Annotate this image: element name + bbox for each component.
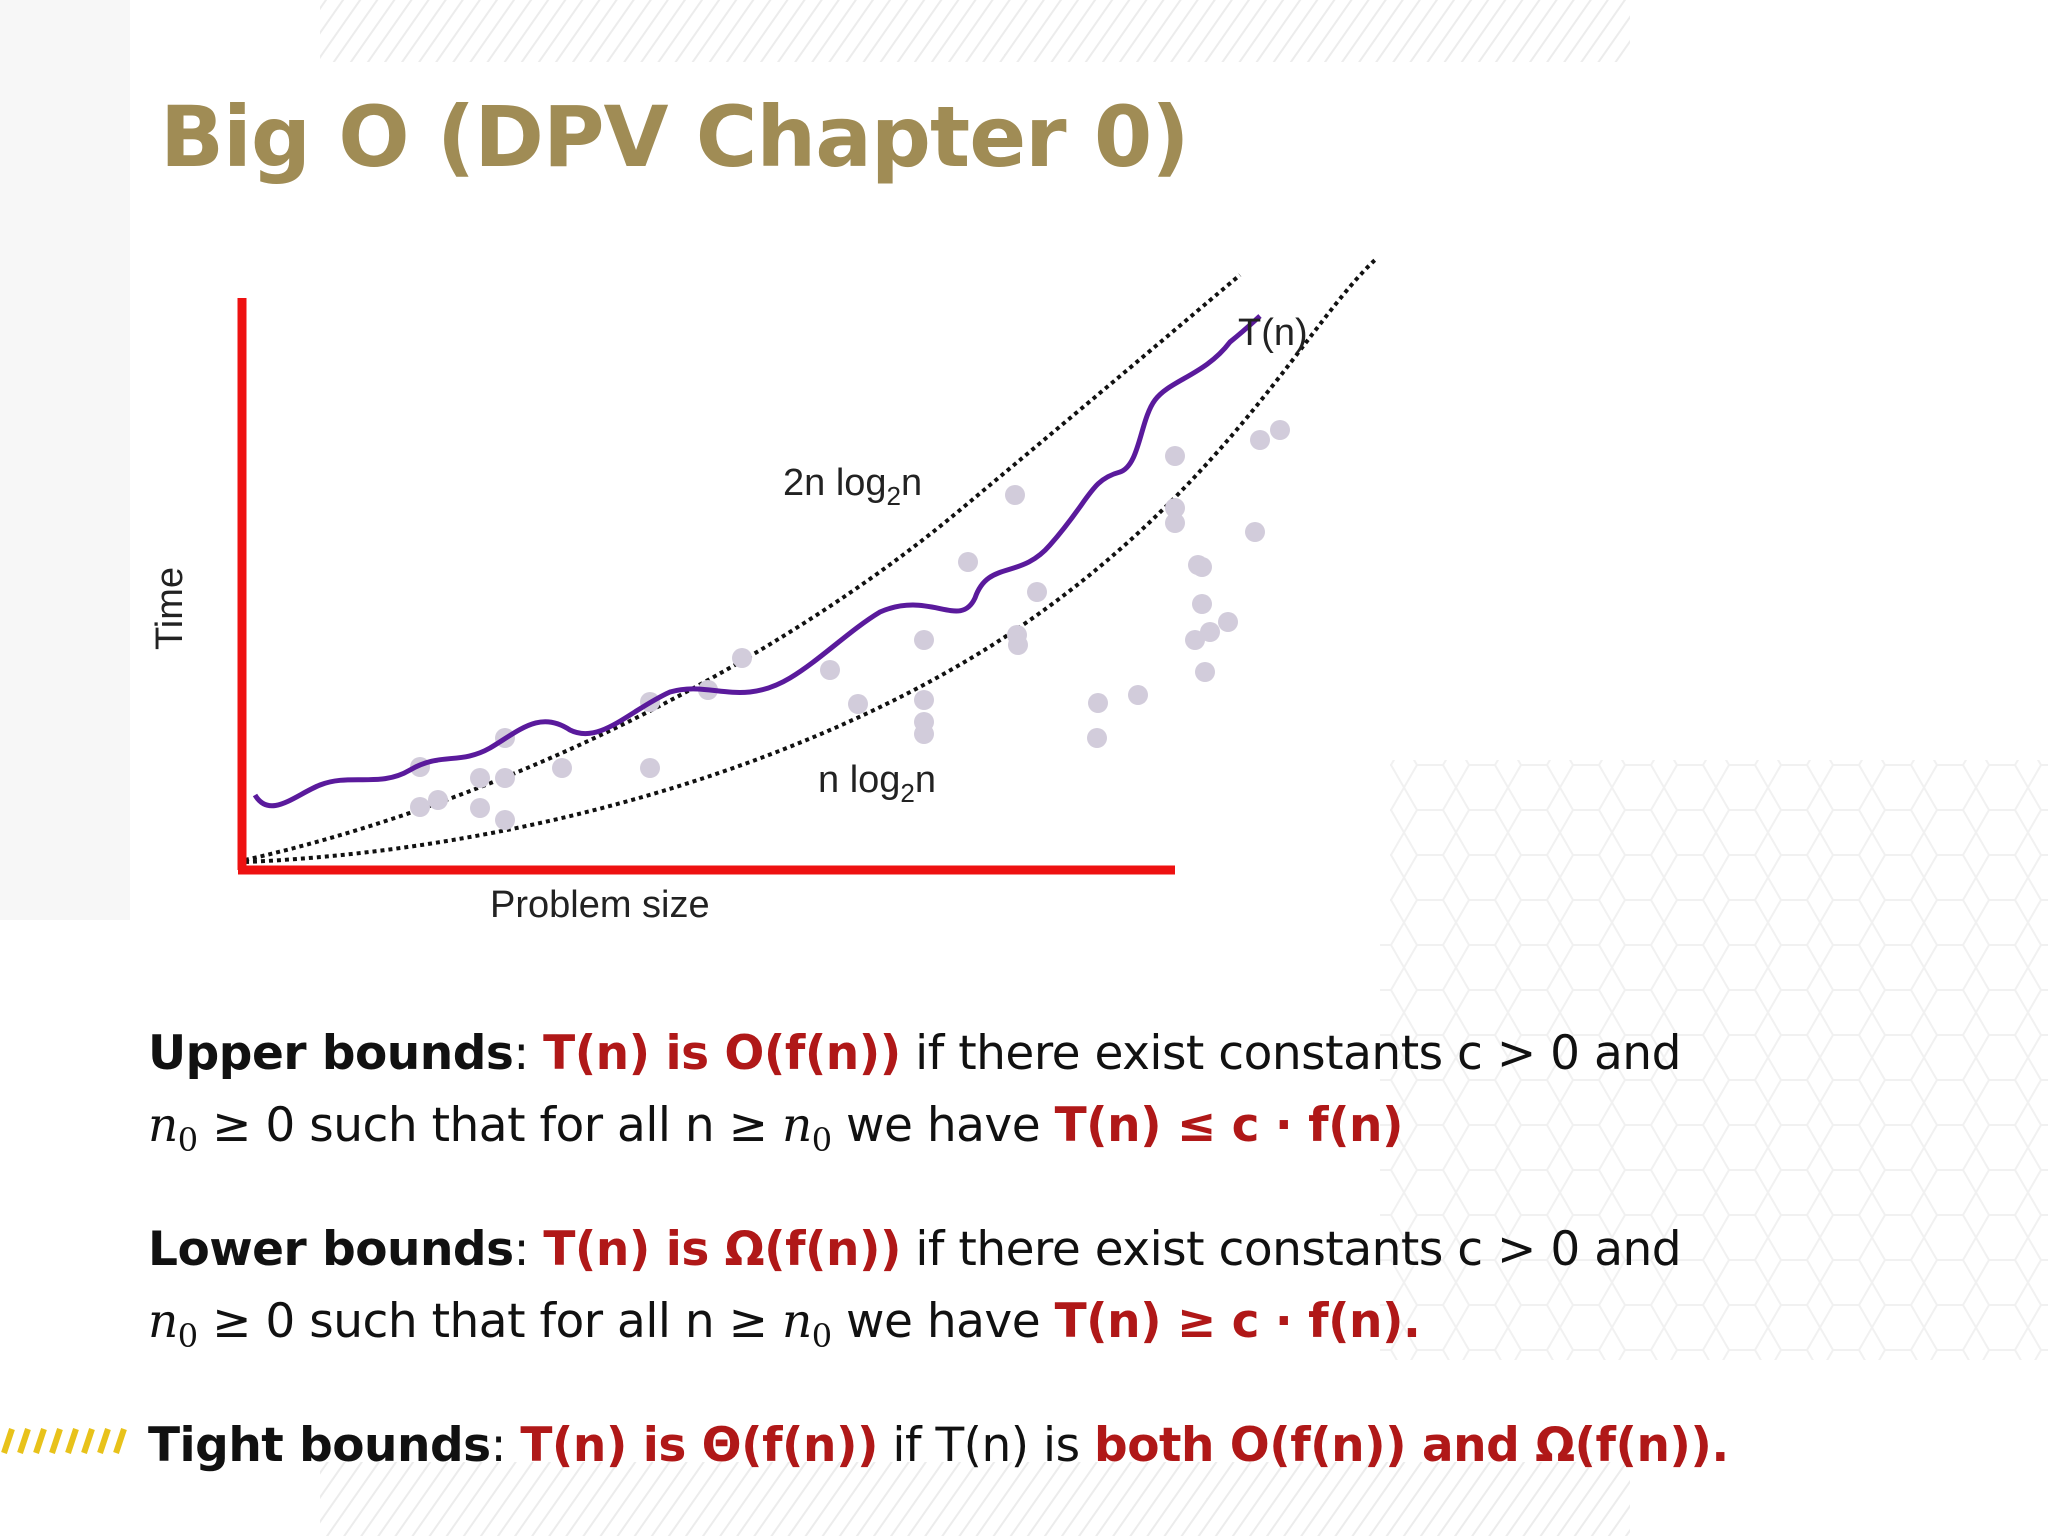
data-dot: [1195, 662, 1215, 682]
lower-curve-label: n log2n: [818, 759, 936, 808]
tight-bounds-claim: T(n) is Θ(f(n)): [520, 1418, 878, 1473]
data-dot: [1027, 582, 1047, 602]
n0-symbol: n0: [148, 1098, 198, 1159]
lower-bounds-term: Lower bounds: [148, 1222, 514, 1277]
lower-bounds-inequality: T(n) ≥ c · f(n).: [1054, 1294, 1421, 1349]
data-dot: [1185, 630, 1205, 650]
data-dot: [640, 758, 660, 778]
n0-symbol: n0: [148, 1294, 198, 1355]
upper-bounds-inequality: T(n) ≤ c · f(n): [1054, 1098, 1404, 1153]
data-dot: [1165, 513, 1185, 533]
top-stripe-band: [320, 0, 1630, 62]
data-dot: [820, 660, 840, 680]
t-n-curve: [252, 314, 1262, 809]
data-dot: [914, 630, 934, 650]
data-dot: [848, 694, 868, 714]
data-dot: [1088, 693, 1108, 713]
n0-symbol: n0: [781, 1294, 832, 1355]
data-dot: [495, 768, 515, 788]
definitions: Upper bounds: T(n) is O(f(n)) if there e…: [148, 1018, 1729, 1520]
data-dot: [1218, 612, 1238, 632]
upper-bounds-claim: T(n) is O(f(n)): [543, 1026, 901, 1081]
upper-bounds-definition: Upper bounds: T(n) is O(f(n)) if there e…: [148, 1026, 1681, 1159]
data-dot: [410, 797, 430, 817]
data-dot: [1087, 728, 1107, 748]
data-dot: [1165, 446, 1185, 466]
axis-x-label: Problem size: [490, 884, 710, 926]
data-dot: [1270, 420, 1290, 440]
lower-bound-curve: [244, 258, 1377, 864]
hexagon-pattern: [1380, 760, 2048, 1360]
bottom-stripe-band: [320, 1462, 1630, 1536]
data-dot: [1250, 430, 1270, 450]
data-dot: [1165, 498, 1185, 518]
yellow-stripe-accent: [1, 1428, 127, 1454]
data-dot: [1245, 522, 1265, 542]
data-dot: [958, 552, 978, 572]
lower-bounds-definition: Lower bounds: T(n) is Ω(f(n)) if there e…: [148, 1222, 1682, 1355]
data-dot: [1128, 685, 1148, 705]
upper-bound-curve: [244, 273, 1242, 862]
tight-bounds-term: Tight bounds: [148, 1418, 491, 1473]
axis-y-label: Time: [149, 567, 191, 650]
data-dot: [1008, 635, 1028, 655]
big-o-figure: Time Problem size 2n log2n n log2n T(n): [130, 240, 1390, 930]
data-dot: [495, 810, 515, 830]
data-dot: [914, 724, 934, 744]
upper-bounds-term: Upper bounds: [148, 1026, 514, 1081]
data-dot: [1005, 485, 1025, 505]
figure-background: [130, 240, 1390, 930]
t-n-label: T(n): [1238, 312, 1308, 354]
data-dot: [470, 768, 490, 788]
data-dot: [914, 690, 934, 710]
slide-title: Big O (DPV Chapter 0): [160, 88, 1190, 186]
data-dot: [552, 758, 572, 778]
tight-bounds-both: both O(f(n)) and Ω(f(n)).: [1094, 1418, 1729, 1473]
data-dot: [470, 798, 490, 818]
data-dot: [1200, 622, 1220, 642]
upper-curve-label: 2n log2n: [783, 462, 922, 511]
tight-bounds-definition: Tight bounds: T(n) is Θ(f(n)) if T(n) is…: [148, 1418, 1729, 1473]
data-dot: [428, 790, 448, 810]
left-panel-shade: [0, 0, 130, 920]
lower-bounds-claim: T(n) is Ω(f(n)): [543, 1222, 901, 1277]
data-dot: [1192, 557, 1212, 577]
data-dot: [1192, 594, 1212, 614]
n0-symbol: n0: [781, 1098, 832, 1159]
data-dot: [732, 648, 752, 668]
